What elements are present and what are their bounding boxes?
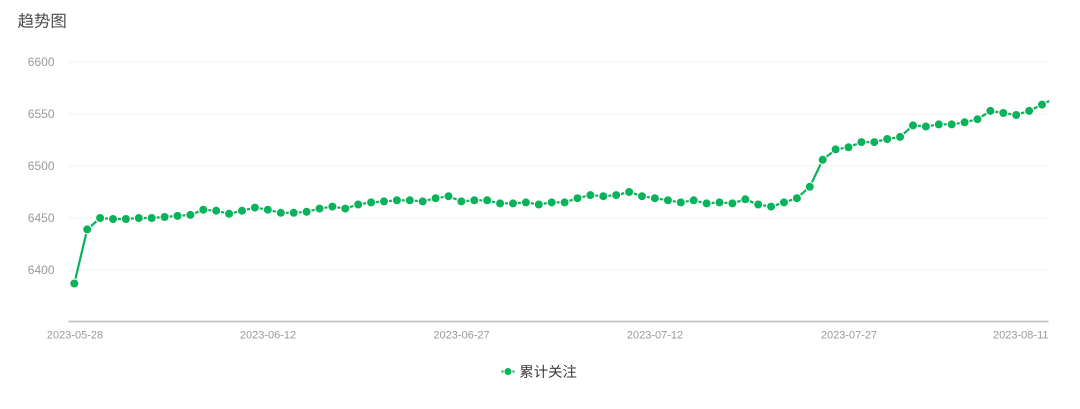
- svg-text:6400: 6400: [28, 263, 55, 277]
- svg-text:6450: 6450: [28, 211, 55, 225]
- svg-text:2023-06-12: 2023-06-12: [240, 330, 296, 342]
- svg-text:6500: 6500: [28, 159, 55, 173]
- svg-text:2023-05-28: 2023-05-28: [47, 330, 103, 342]
- svg-text:6550: 6550: [28, 107, 55, 121]
- svg-text:6600: 6600: [28, 55, 55, 69]
- svg-text:2023-07-12: 2023-07-12: [627, 330, 683, 342]
- svg-text:2023-08-11: 2023-08-11: [993, 330, 1048, 342]
- svg-text:2023-07-27: 2023-07-27: [821, 330, 877, 342]
- svg-text:2023-06-27: 2023-06-27: [433, 330, 489, 342]
